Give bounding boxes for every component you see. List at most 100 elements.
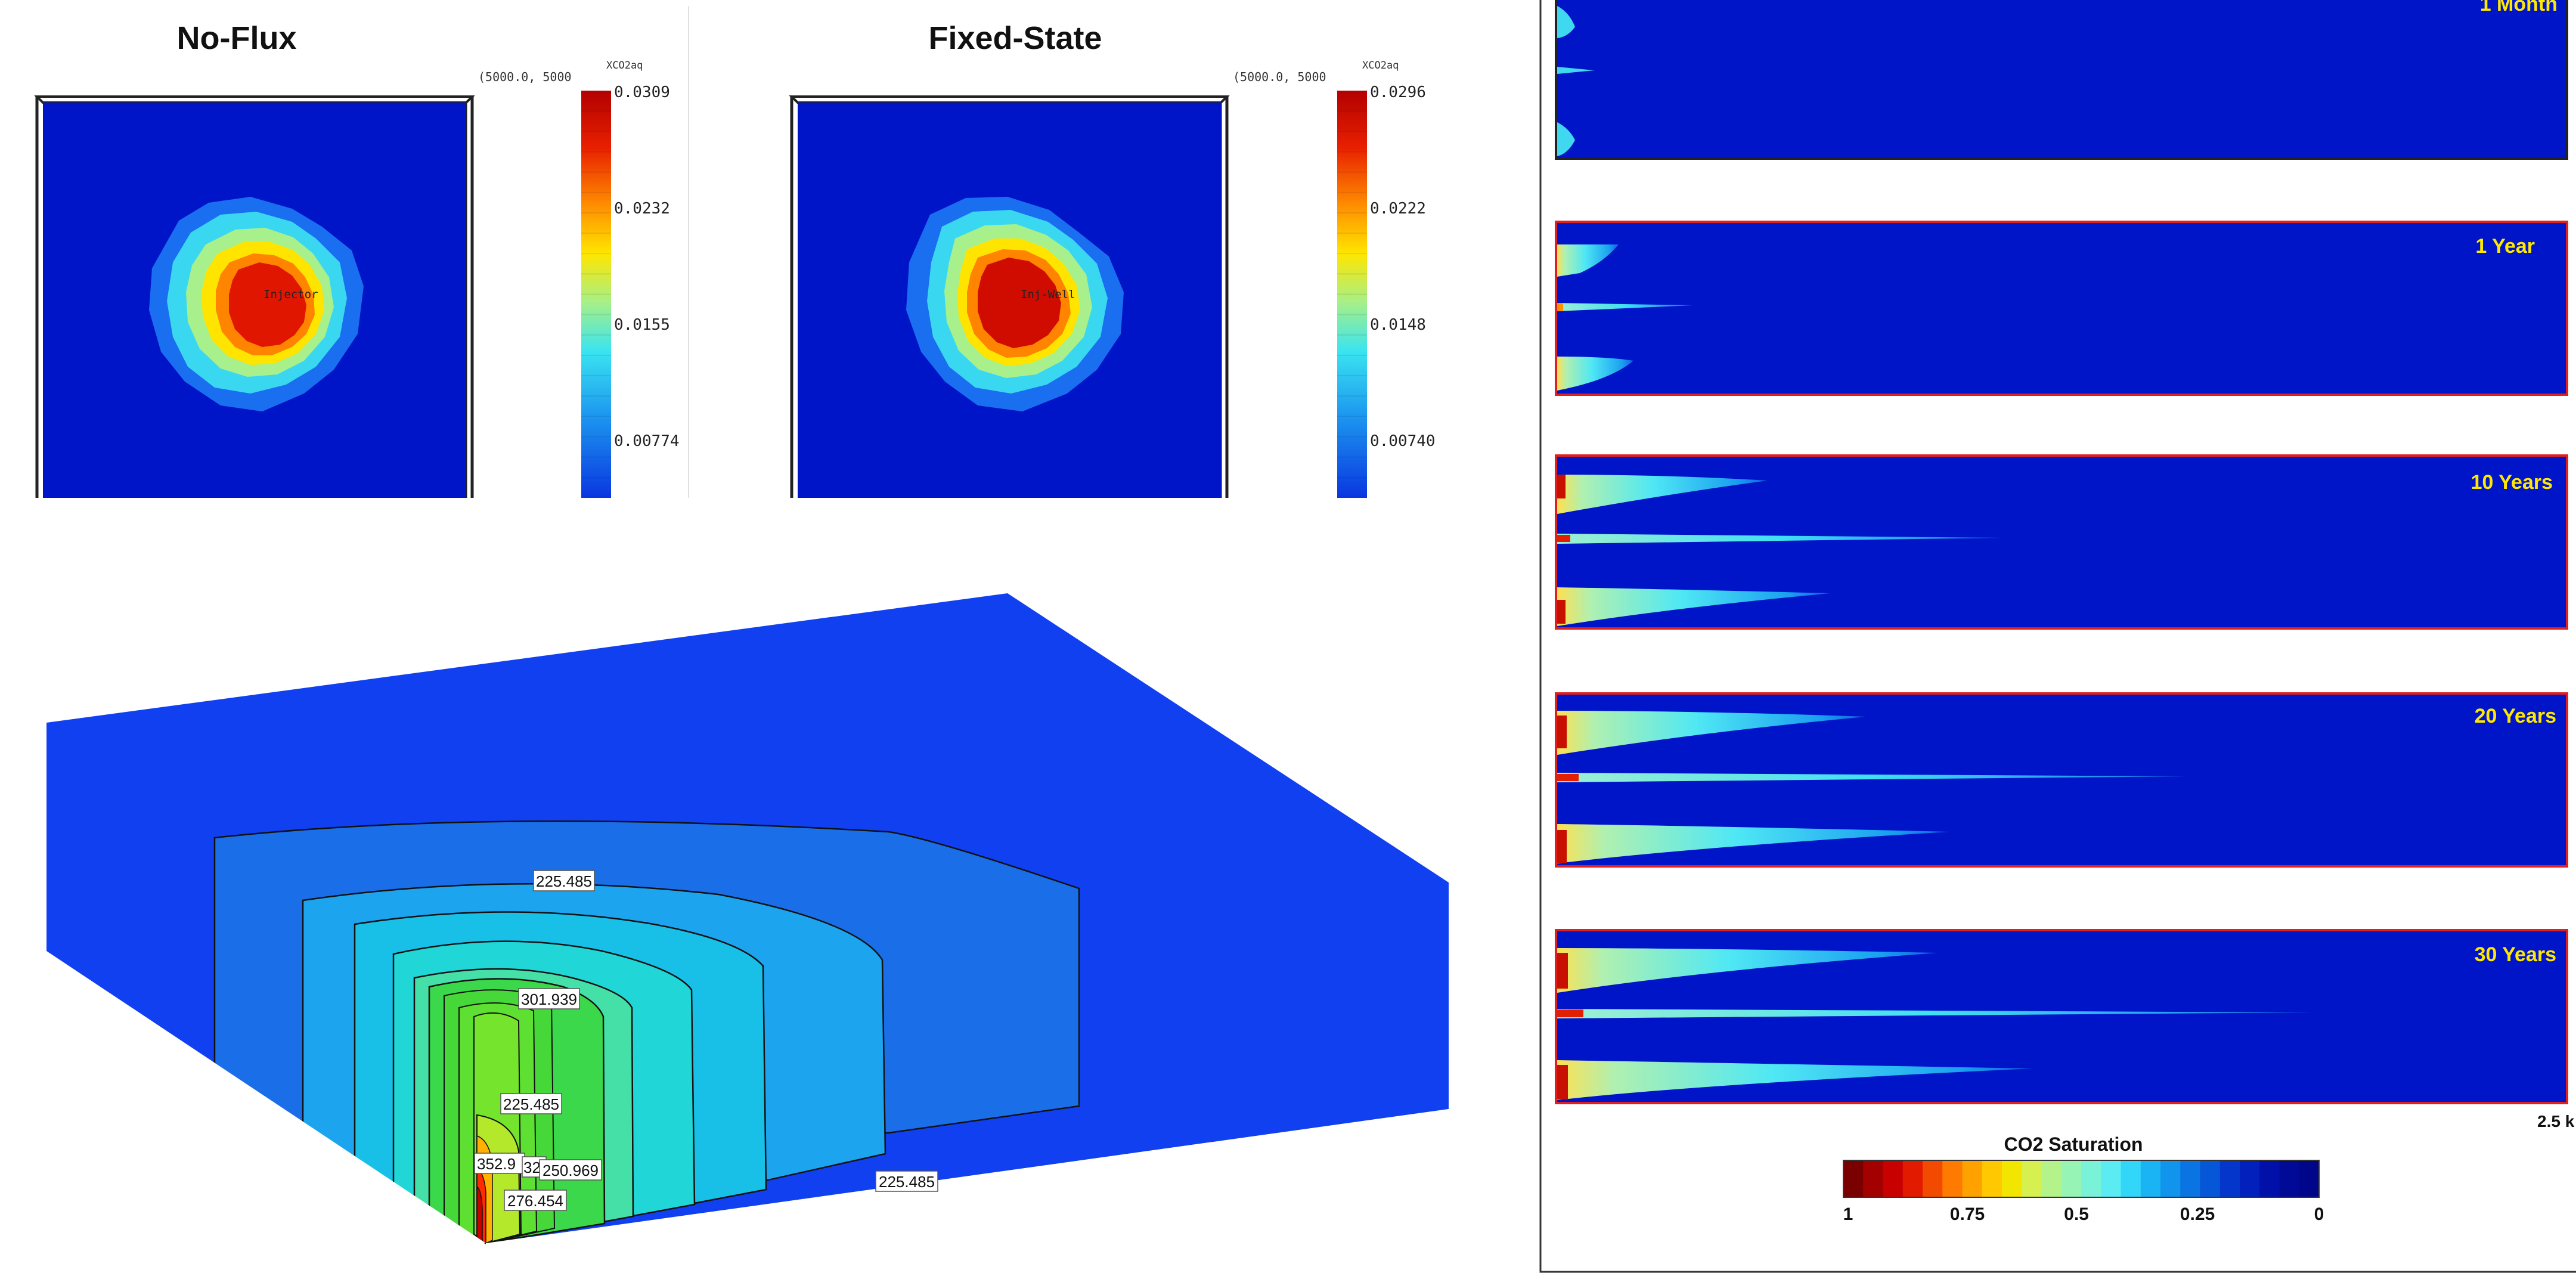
contour-label: 250.969 xyxy=(539,1159,602,1181)
legend-tick: 0.0148 xyxy=(1370,316,1426,334)
legend-colorbar xyxy=(1337,91,1367,498)
colorbar-swatch xyxy=(2180,1160,2201,1197)
corner-coordinate: (5000.0, 5000 xyxy=(1233,70,1326,84)
svg-text:225.485: 225.485 xyxy=(503,1095,559,1113)
plume-tongue xyxy=(1557,357,1633,391)
colorbar-tick: 0.25 xyxy=(2180,1204,2215,1224)
well-marker xyxy=(1557,535,1570,542)
colorbar-tick: 1 xyxy=(1843,1204,1853,1224)
legend-tick: 0.00740 xyxy=(1370,432,1436,450)
colorbar-swatch xyxy=(2121,1160,2141,1197)
plume-red xyxy=(978,258,1061,348)
legend-tick: 0.0222 xyxy=(1370,200,1426,218)
plume-red xyxy=(229,262,306,347)
colorbar-swatch xyxy=(1923,1160,1943,1197)
well-marker xyxy=(1557,716,1567,748)
scale-label: 2.5 k xyxy=(2537,1112,2575,1131)
time-label: 30 Years xyxy=(2475,943,2556,966)
svg-text:352.9: 352.9 xyxy=(477,1155,516,1173)
plume-tongue xyxy=(1557,475,1768,514)
well-label: Inj-Well xyxy=(1021,288,1075,301)
block-edge-blank xyxy=(47,951,486,1273)
colorbar-swatch xyxy=(1962,1160,1983,1197)
saturation-panel-20-years: 20 Years xyxy=(1555,692,2568,868)
plume-tongue xyxy=(1557,1060,2033,1100)
saturation-panel-1-year: 1 Year xyxy=(1555,221,2568,396)
colorbar-swatch xyxy=(2240,1160,2260,1197)
legend-tick: 0.0232 xyxy=(614,200,670,218)
panel-field xyxy=(1555,221,2568,396)
well-marker xyxy=(1557,774,1579,781)
saturation-figure: 1 Month 1 Year 10 Years xyxy=(1539,0,2576,1273)
svg-text:276.454: 276.454 xyxy=(507,1192,563,1210)
legend-title: XCO2aq xyxy=(1362,60,1399,72)
legend-tick: 0.00774 xyxy=(614,432,680,450)
plume-tongue xyxy=(1557,6,1575,38)
well-marker xyxy=(1557,303,1563,311)
colorbar xyxy=(1843,1160,2320,1197)
plume-tongue xyxy=(1557,122,1575,156)
colorbar-frame xyxy=(1843,1160,2320,1198)
colorbar-swatch xyxy=(2041,1160,2062,1197)
colorbar-tick: 0 xyxy=(2314,1204,2324,1224)
contour-label: 225.485 xyxy=(875,1170,938,1192)
contour-label: 301.939 xyxy=(518,988,580,1009)
colorbar-swatch xyxy=(2022,1160,2042,1197)
colorbar-swatch xyxy=(2259,1160,2280,1197)
saturation-panel-1-month: 1 Month xyxy=(1555,0,2568,160)
legend-bands xyxy=(581,110,611,478)
contour-label: 276.454 xyxy=(504,1190,567,1211)
block-edge-blank xyxy=(486,1109,1449,1273)
well-marker xyxy=(1557,953,1568,989)
map-fixed-state: Fixed-State Inj-Well (5000.0, 5000 XCO2a… xyxy=(789,20,1436,498)
contour-label: 225.485 xyxy=(500,1093,562,1114)
well-marker xyxy=(1557,600,1566,624)
colorbar-swatch xyxy=(1863,1160,1884,1197)
plume-tongue xyxy=(1557,303,1693,311)
well-label: Injector xyxy=(264,288,318,301)
colorbar-tick: 0.75 xyxy=(1950,1204,1985,1224)
plume-tongue xyxy=(1557,948,1938,993)
time-label: 10 Years xyxy=(2471,471,2553,494)
legend-bands xyxy=(1337,110,1367,478)
colorbar-swatch xyxy=(1982,1160,2002,1197)
well-marker xyxy=(1557,1065,1568,1100)
legend-tick: 0.0309 xyxy=(614,83,670,101)
well-marker xyxy=(1557,1009,1583,1017)
colorbar-swatch xyxy=(1942,1160,1963,1197)
map-frame-top xyxy=(789,95,1230,104)
colorbar-swatch xyxy=(2081,1160,2101,1197)
plume-tongue xyxy=(1557,244,1619,277)
map-frame-top xyxy=(34,95,475,104)
map-title: No-Flux xyxy=(177,20,297,56)
colorbar-title: CO2 Saturation xyxy=(2004,1133,2143,1155)
svg-text:225.485: 225.485 xyxy=(536,872,592,890)
colorbar-swatch xyxy=(1883,1160,1904,1197)
colorbar-swatch xyxy=(2219,1160,2240,1197)
plume-tongue xyxy=(1557,587,1830,626)
saturation-panel-10-years: 10 Years xyxy=(1555,454,2568,630)
contour-label: 225.485 xyxy=(533,870,595,891)
time-label: 1 Month xyxy=(2480,0,2558,16)
well-marker xyxy=(1557,475,1566,498)
colorbar-swatch xyxy=(2299,1160,2320,1197)
map-no-flux: No-Flux Injector (5000.0, 5000 XCO2aq 0.… xyxy=(34,6,689,498)
colorbar-swatch xyxy=(2160,1160,2181,1197)
svg-text:301.939: 301.939 xyxy=(521,990,577,1008)
colorbar-swatch xyxy=(1843,1160,1864,1197)
plume-tongue xyxy=(1557,773,2188,782)
colorbar-swatch xyxy=(2279,1160,2300,1197)
legend-colorbar xyxy=(581,91,611,498)
time-label: 1 Year xyxy=(2475,235,2535,258)
colorbar-swatch xyxy=(2002,1160,2022,1197)
panel-field xyxy=(1555,0,2568,160)
contour-3d-block: 225.485 301.939 225.485 352.9 32 250.969… xyxy=(47,593,1449,1273)
colorbar-swatch xyxy=(2101,1160,2122,1197)
colorbar-swatch xyxy=(2200,1160,2221,1197)
colorbar-tick: 0.5 xyxy=(2064,1204,2089,1224)
colorbar-swatch xyxy=(2061,1160,2082,1197)
plume-tongue xyxy=(1557,711,1866,755)
legend-tick: 0.0155 xyxy=(614,316,670,334)
colorbar-swatch xyxy=(1902,1160,1923,1197)
